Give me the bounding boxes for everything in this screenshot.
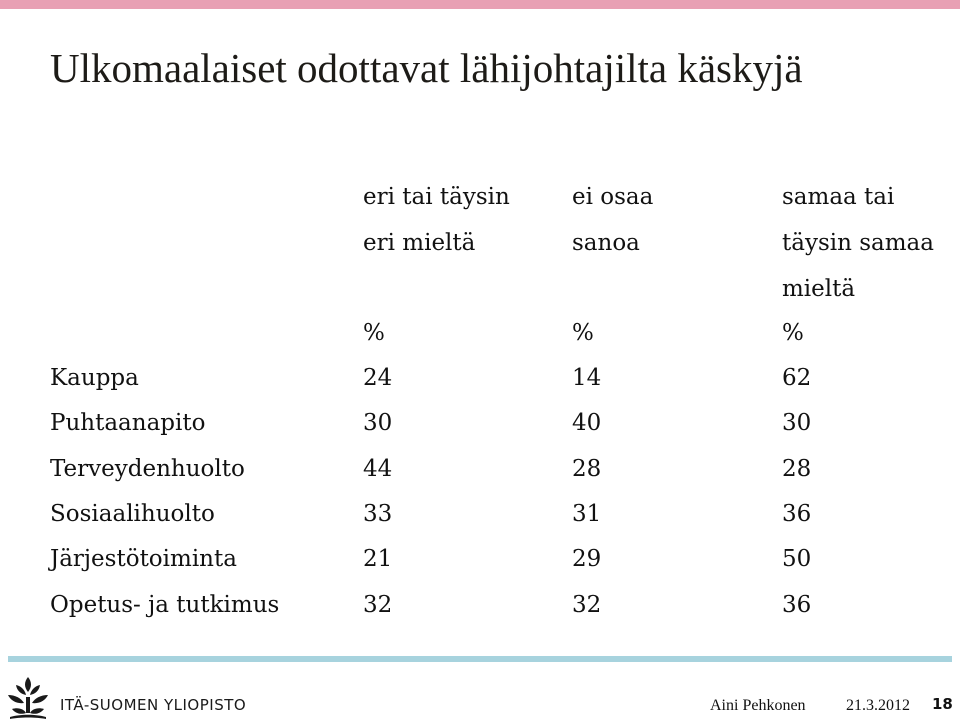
- row-label: Puhtaanapito: [50, 410, 206, 436]
- row-value-col1: 30: [363, 410, 393, 436]
- row-value-col3: 50: [782, 546, 812, 572]
- row-value-col1: 33: [363, 501, 393, 527]
- row-label: Opetus- ja tutkimus: [50, 592, 280, 618]
- row-value-col2: 32: [572, 592, 602, 618]
- row-value-col3: 36: [782, 592, 812, 618]
- row-value-col1: 24: [363, 365, 393, 391]
- row-value-col3: 28: [782, 456, 812, 482]
- header-col1-line1: eri tai täysin: [363, 184, 510, 210]
- row-value-col3: 36: [782, 501, 812, 527]
- row-value-col3: 30: [782, 410, 812, 436]
- row-value-col2: 40: [572, 410, 602, 436]
- row-label: Terveydenhuolto: [50, 456, 245, 482]
- row-value-col2: 31: [572, 501, 602, 527]
- row-value-col2: 14: [572, 365, 602, 391]
- footer-author: Aini Pehkonen: [710, 697, 806, 714]
- row-label: Kauppa: [50, 365, 139, 391]
- header-col1-line2: eri mieltä: [363, 230, 476, 256]
- top-accent-bar: [0, 0, 960, 9]
- row-label: Sosiaalihuolto: [50, 501, 215, 527]
- row-value-col1: 44: [363, 456, 393, 482]
- unit-col1: %: [363, 320, 385, 346]
- unit-col3: %: [782, 320, 804, 346]
- header-col3-line2: täysin samaa: [782, 230, 934, 256]
- header-col3-line1: samaa tai: [782, 184, 895, 210]
- footer-date: 21.3.2012: [846, 697, 910, 714]
- row-value-col2: 29: [572, 546, 602, 572]
- row-value-col3: 62: [782, 365, 812, 391]
- university-tree-logo-icon: [8, 677, 48, 719]
- unit-col2: %: [572, 320, 594, 346]
- footer-divider-bar: [8, 656, 952, 662]
- university-name: ITÄ-SUOMEN YLIOPISTO: [60, 696, 247, 714]
- row-value-col1: 32: [363, 592, 393, 618]
- header-col2-line2: sanoa: [572, 230, 640, 256]
- header-col2-line1: ei osaa: [572, 184, 654, 210]
- row-label: Järjestötoiminta: [50, 546, 237, 572]
- slide-title: Ulkomaalaiset odottavat lähijohtajilta k…: [50, 45, 803, 91]
- page-number: 18: [932, 695, 953, 713]
- row-value-col1: 21: [363, 546, 393, 572]
- row-value-col2: 28: [572, 456, 602, 482]
- header-col3-line3: mieltä: [782, 276, 856, 302]
